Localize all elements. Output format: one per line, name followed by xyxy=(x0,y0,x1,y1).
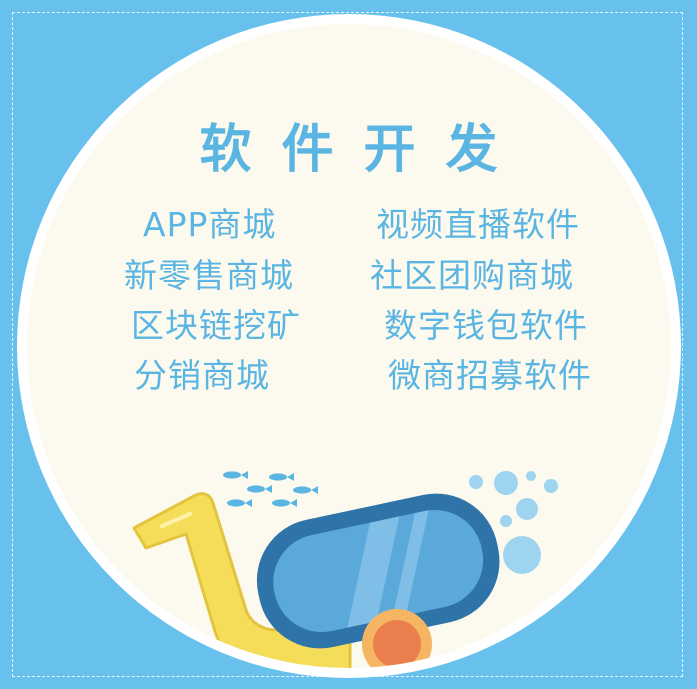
service-item-distribution-mall: 分销商城 xyxy=(134,356,270,395)
service-item-live-video: 视频直播软件 xyxy=(376,205,580,244)
service-item-app-mall: APP商城 xyxy=(143,205,277,244)
service-item-new-retail: 新零售商城 xyxy=(124,256,294,295)
page-title: 软件开发 xyxy=(199,120,528,180)
service-item-group-buying: 社区团购商城 xyxy=(370,256,574,295)
service-item-blockchain-mining: 区块链挖矿 xyxy=(131,306,301,345)
service-item-digital-wallet: 数字钱包软件 xyxy=(384,306,588,345)
service-item-micro-business: 微商招募软件 xyxy=(388,356,592,395)
